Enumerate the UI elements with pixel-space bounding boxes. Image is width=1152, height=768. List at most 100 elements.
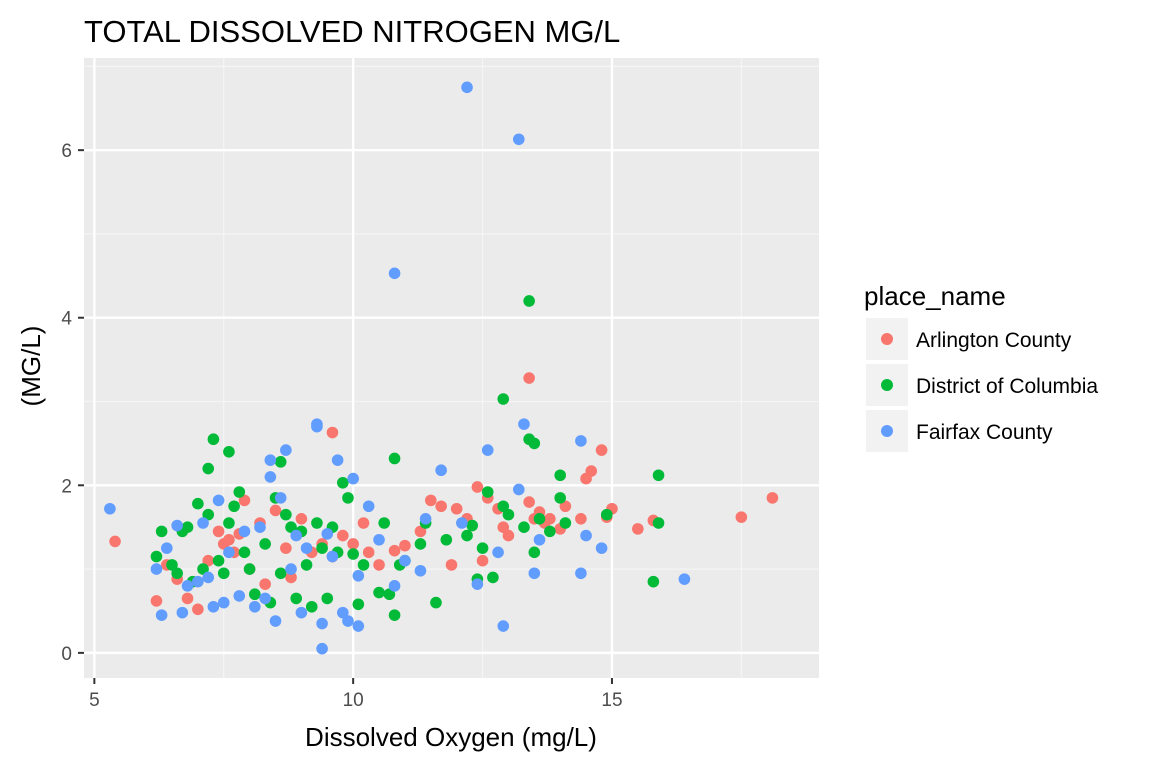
data-point <box>233 486 246 498</box>
data-point <box>192 575 204 588</box>
data-point <box>373 559 385 571</box>
data-point <box>238 494 251 507</box>
data-point <box>197 517 209 529</box>
data-point <box>362 500 375 513</box>
data-point <box>559 517 572 529</box>
data-point <box>259 592 271 605</box>
data-point <box>197 563 209 575</box>
data-point <box>388 452 401 465</box>
data-point <box>290 529 303 542</box>
data-point <box>388 609 401 621</box>
legend-key-fairfax <box>881 425 893 437</box>
y-tick-label: 6 <box>61 141 72 162</box>
data-point <box>109 535 121 548</box>
data-point <box>497 620 510 632</box>
data-point <box>523 295 535 307</box>
data-point <box>471 481 484 493</box>
data-point <box>243 563 256 575</box>
data-point <box>424 494 437 507</box>
data-point <box>523 372 535 384</box>
x-tick-label: 5 <box>89 690 100 711</box>
data-point <box>238 546 251 559</box>
data-point <box>285 521 297 533</box>
data-point <box>217 567 230 580</box>
data-point <box>223 546 235 559</box>
data-point <box>311 418 323 430</box>
x-tick-label: 10 <box>343 690 364 711</box>
data-point <box>150 595 163 607</box>
data-point <box>202 508 215 521</box>
data-point <box>331 454 344 466</box>
data-point <box>766 492 779 504</box>
data-point <box>202 462 215 475</box>
data-point <box>502 508 515 521</box>
data-point <box>512 483 525 496</box>
data-point <box>388 267 401 280</box>
data-point <box>352 598 365 611</box>
data-point <box>466 519 479 532</box>
data-point <box>171 519 183 532</box>
data-point <box>399 554 411 567</box>
data-point <box>502 529 515 542</box>
data-point <box>295 606 308 619</box>
data-point <box>295 513 308 525</box>
data-point <box>435 464 447 477</box>
data-point <box>461 529 473 542</box>
data-point <box>600 508 613 521</box>
data-point <box>518 521 530 533</box>
data-point <box>497 521 510 533</box>
data-point <box>652 517 665 529</box>
data-point <box>166 559 178 571</box>
data-point <box>285 563 297 575</box>
data-point <box>388 580 401 592</box>
legend-item-fairfax: Fairfax County <box>866 410 1053 452</box>
data-point <box>487 571 499 584</box>
data-point <box>497 500 510 513</box>
data-point <box>528 546 541 559</box>
data-point <box>228 500 240 513</box>
data-point <box>533 513 546 525</box>
data-point <box>285 571 297 584</box>
data-point <box>735 511 748 523</box>
data-point <box>632 523 644 535</box>
data-point <box>476 554 489 567</box>
legend: place_name Arlington County District of … <box>864 281 1098 452</box>
legend-item-arlington: Arlington County <box>866 318 1072 360</box>
legend-key-district <box>881 379 893 391</box>
data-point <box>316 542 328 554</box>
data-point <box>678 573 691 585</box>
data-point <box>280 444 292 456</box>
data-point <box>264 471 277 483</box>
data-point <box>575 435 587 447</box>
series-district-of-columbia <box>150 295 665 621</box>
y-axis-tick-labels: 0 2 4 6 <box>61 141 72 665</box>
data-point <box>337 606 349 619</box>
legend-label-fairfax: Fairfax County <box>916 421 1053 444</box>
data-point <box>269 615 282 627</box>
data-point <box>471 578 484 590</box>
data-point <box>305 600 318 613</box>
legend-key-arlington <box>881 333 893 345</box>
series-fairfax-county <box>104 81 691 655</box>
data-point <box>362 546 375 559</box>
data-point <box>321 592 334 605</box>
data-point <box>321 528 334 540</box>
data-point <box>461 81 473 94</box>
data-point <box>150 563 163 575</box>
data-point <box>357 517 370 529</box>
data-point <box>440 533 453 546</box>
data-point <box>523 496 535 508</box>
data-point <box>528 567 541 580</box>
data-point <box>290 592 303 605</box>
data-point <box>456 517 468 529</box>
data-point <box>337 476 349 489</box>
data-point <box>347 538 359 550</box>
data-point <box>274 492 287 504</box>
data-point <box>155 609 168 621</box>
chart-title: TOTAL DISSOLVED NITROGEN MG/L <box>84 14 620 49</box>
data-point <box>533 533 546 546</box>
data-point <box>161 542 173 554</box>
y-axis-title: (MG/L) <box>16 326 46 407</box>
data-point <box>150 550 163 563</box>
data-point <box>652 469 665 482</box>
